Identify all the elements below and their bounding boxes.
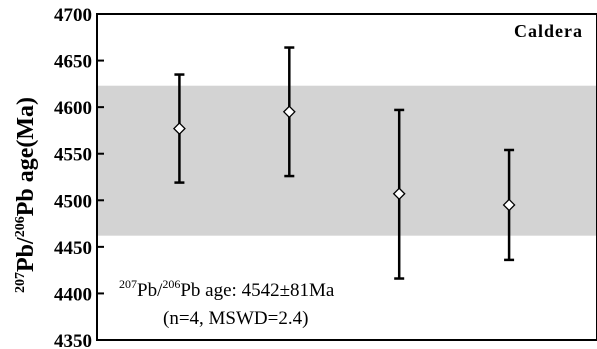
y-tick-label: 4650	[54, 52, 92, 73]
y-axis-label-sup1: 207	[13, 272, 28, 293]
y-tick-label: 4350	[54, 331, 92, 349]
annotation-part2: Pb age: 4542±81Ma	[180, 280, 335, 301]
data-point	[172, 73, 186, 184]
y-axis: 4350 4400 4450 4500 4550 4600 4650 4700	[54, 5, 104, 349]
y-tick-label: 4400	[54, 284, 92, 305]
annotation-sup2: 206	[162, 277, 180, 291]
y-tick-label: 4600	[54, 98, 92, 119]
age-annotation-line2: (n=4, MSWD=2.4)	[163, 308, 308, 329]
age-marker	[392, 187, 406, 201]
plot-frame	[96, 13, 597, 341]
y-axis-label-part1: Pb/	[13, 237, 39, 272]
annotation-sup1: 207	[119, 277, 137, 291]
panel-label: Caldera	[514, 21, 583, 41]
y-tick-label: 4550	[54, 145, 92, 166]
y-axis-label: 207Pb/206Pb age(Ma)	[13, 97, 39, 293]
y-axis-label-part2: Pb age(Ma)	[13, 97, 39, 216]
data-point	[282, 46, 296, 178]
data-point	[502, 148, 516, 262]
mean-age-band	[97, 85, 597, 236]
y-axis-label-sup2: 206	[13, 216, 28, 237]
y-tick-label: 4450	[54, 238, 92, 259]
data-points	[172, 46, 516, 280]
data-point	[392, 108, 406, 280]
age-marker	[172, 122, 186, 135]
annotation-part1: Pb/	[137, 280, 163, 301]
age-marker	[282, 105, 296, 119]
y-tick-label: 4700	[54, 5, 92, 26]
age-marker	[502, 198, 516, 212]
y-tick-label: 4500	[54, 191, 92, 212]
age-annotation-line1: 207Pb/206Pb age: 4542±81Ma	[119, 277, 335, 301]
